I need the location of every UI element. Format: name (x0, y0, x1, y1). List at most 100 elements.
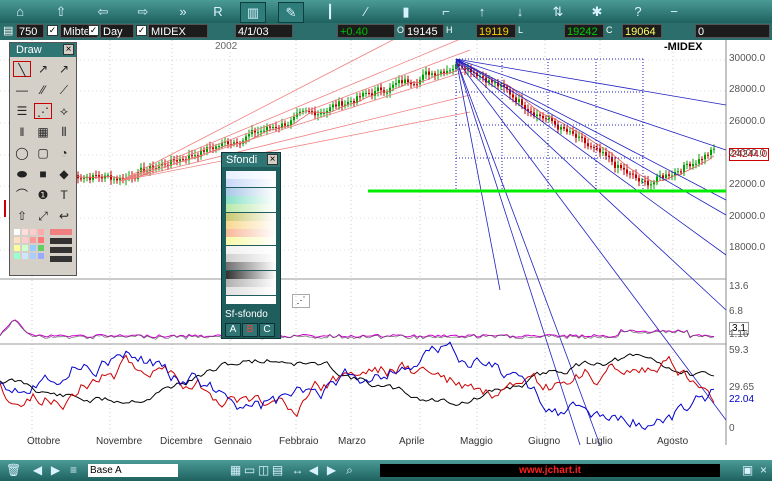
speed-lines-tool-icon[interactable]: ⟡ (60, 104, 68, 118)
compare-icon[interactable]: ⇅ (552, 4, 564, 19)
color-swatch[interactable] (14, 237, 20, 243)
background-swatch[interactable] (226, 204, 276, 213)
tools-icon[interactable]: ✱ (591, 4, 603, 19)
color-swatch[interactable] (30, 237, 36, 243)
double-arrow-tool-icon[interactable]: ↗ (58, 62, 70, 76)
color-swatch[interactable] (14, 245, 20, 251)
close-icon[interactable]: × (63, 44, 74, 55)
undo-tool-icon[interactable]: ↩ (58, 209, 70, 223)
chart-canvas[interactable] (0, 0, 772, 460)
minus-icon[interactable]: − (670, 4, 678, 19)
print-icon[interactable]: ▣ (741, 463, 754, 477)
background-swatch[interactable] (226, 171, 276, 179)
line-tool-icon[interactable]: ╲ (13, 61, 31, 77)
window-icon[interactable]: ▭ (243, 463, 256, 477)
drawing-tools-icon[interactable]: ✎ (278, 2, 304, 23)
step-line-icon[interactable]: ⌐ (442, 4, 450, 19)
r-bar-icon[interactable]: R (213, 4, 223, 19)
background-swatch[interactable] (226, 287, 276, 296)
color-swatch[interactable] (38, 245, 44, 251)
ellipse-tool-icon[interactable]: ◯ (15, 146, 29, 160)
right-arrow-icon[interactable]: ▶ (50, 463, 61, 477)
bar-chart-icon[interactable]: ▥ (240, 2, 266, 23)
filled-rectangle-tool-icon[interactable]: ■ (39, 167, 47, 181)
line-icon[interactable]: ↔ (291, 463, 304, 477)
color-swatch[interactable] (38, 237, 44, 243)
background-swatch[interactable] (226, 220, 276, 229)
circle-number-tool-icon[interactable]: ❶ (37, 188, 49, 202)
close-icon[interactable]: × (759, 463, 767, 477)
hlines-tool-icon[interactable]: ☰ (16, 104, 28, 118)
arc-tool-icon[interactable]: ⌒ (15, 188, 28, 202)
background-swatch[interactable] (226, 179, 276, 188)
fan-tool-icon[interactable]: ⋰ (34, 103, 52, 119)
background-swatch[interactable] (226, 212, 276, 221)
color-swatch[interactable] (22, 237, 28, 243)
help-icon[interactable]: ? (634, 4, 642, 19)
line-chart-icon[interactable]: ⁄ (364, 4, 368, 19)
background-swatch[interactable] (226, 187, 276, 196)
color-swatch[interactable] (22, 229, 28, 235)
bar-count-field[interactable]: 750 (16, 24, 44, 38)
color-swatch[interactable] (22, 245, 28, 251)
histogram-icon[interactable]: ▮ (402, 4, 410, 19)
split-icon[interactable]: ◫ (257, 463, 270, 477)
left-arrow-icon[interactable]: ◀ (32, 463, 43, 477)
background-swatch[interactable] (226, 245, 276, 254)
symbol-field[interactable]: MIDEX (148, 24, 208, 38)
template-select[interactable]: Base A (88, 464, 178, 477)
background-button-c[interactable]: C (259, 323, 275, 337)
background-swatch[interactable] (226, 295, 276, 304)
color-swatch[interactable] (30, 229, 36, 235)
up-marker-icon[interactable]: ↑ (478, 4, 486, 19)
up-arrow-icon[interactable]: ⇧ (55, 4, 67, 19)
resize-tool-icon[interactable]: ⤢ (38, 209, 48, 223)
rectangle-tool-icon[interactable]: ▢ (37, 146, 49, 160)
back-arrow-icon[interactable]: ⇦ (97, 4, 109, 19)
line-style-option[interactable] (50, 247, 72, 253)
color-swatch[interactable] (38, 229, 44, 235)
down-marker-icon[interactable]: ↓ (516, 4, 524, 19)
layout-icon[interactable]: ▤ (271, 463, 284, 477)
color-swatch[interactable] (30, 245, 36, 251)
candlestick-icon[interactable]: ┃ (326, 4, 334, 19)
color-swatch[interactable] (22, 253, 28, 259)
home-icon[interactable]: ⌂ (16, 4, 24, 19)
background-swatch[interactable] (226, 262, 276, 271)
background-swatch[interactable] (226, 278, 276, 287)
grid-icon[interactable]: ▦ (229, 463, 242, 477)
color-swatch[interactable] (30, 253, 36, 259)
vertical-multi-tool-icon[interactable]: ⫴ (61, 125, 67, 139)
horizontal-line-tool-icon[interactable]: — (16, 83, 28, 97)
color-swatch[interactable] (14, 229, 20, 235)
scroll-left-icon[interactable]: ◀ (308, 463, 319, 477)
background-swatch[interactable] (226, 195, 276, 204)
vertical-lines-tool-icon[interactable]: ‖ (19, 125, 25, 139)
color-swatch[interactable] (14, 253, 20, 259)
background-swatch[interactable] (226, 229, 276, 238)
list-icon[interactable]: ≡ (69, 463, 77, 477)
chart-area[interactable] (0, 0, 772, 460)
ray-tool-icon[interactable]: ⟋ (59, 83, 69, 97)
background-swatch[interactable] (226, 237, 276, 246)
period-field[interactable]: Day (100, 24, 134, 38)
pie-tool-icon[interactable]: ◔ (60, 146, 68, 160)
fast-forward-icon[interactable]: » (179, 4, 187, 19)
line-style-option[interactable] (50, 256, 72, 262)
background-swatch[interactable] (226, 254, 276, 262)
line-style-option[interactable] (50, 238, 72, 244)
background-button-a[interactable]: A (225, 323, 241, 337)
line-style-option[interactable] (50, 229, 72, 235)
forward-arrow-icon[interactable]: ⇨ (137, 4, 149, 19)
background-button-b[interactable]: B (242, 323, 258, 337)
fibonacci-grid-tool-icon[interactable]: ▦ (37, 125, 49, 139)
source-checkbox[interactable]: ✓ (47, 25, 58, 36)
background-swatch[interactable] (226, 270, 276, 279)
text-tool-icon[interactable]: T (60, 188, 68, 202)
color-swatch[interactable] (38, 253, 44, 259)
parallel-lines-tool-icon[interactable]: ⁄⁄ (40, 83, 45, 97)
close-icon[interactable]: × (267, 154, 278, 165)
period-checkbox[interactable]: ✓ (88, 25, 99, 36)
filled-ellipse-tool-icon[interactable]: ⬬ (16, 167, 28, 181)
trash-icon[interactable]: 🗑 (6, 463, 22, 477)
